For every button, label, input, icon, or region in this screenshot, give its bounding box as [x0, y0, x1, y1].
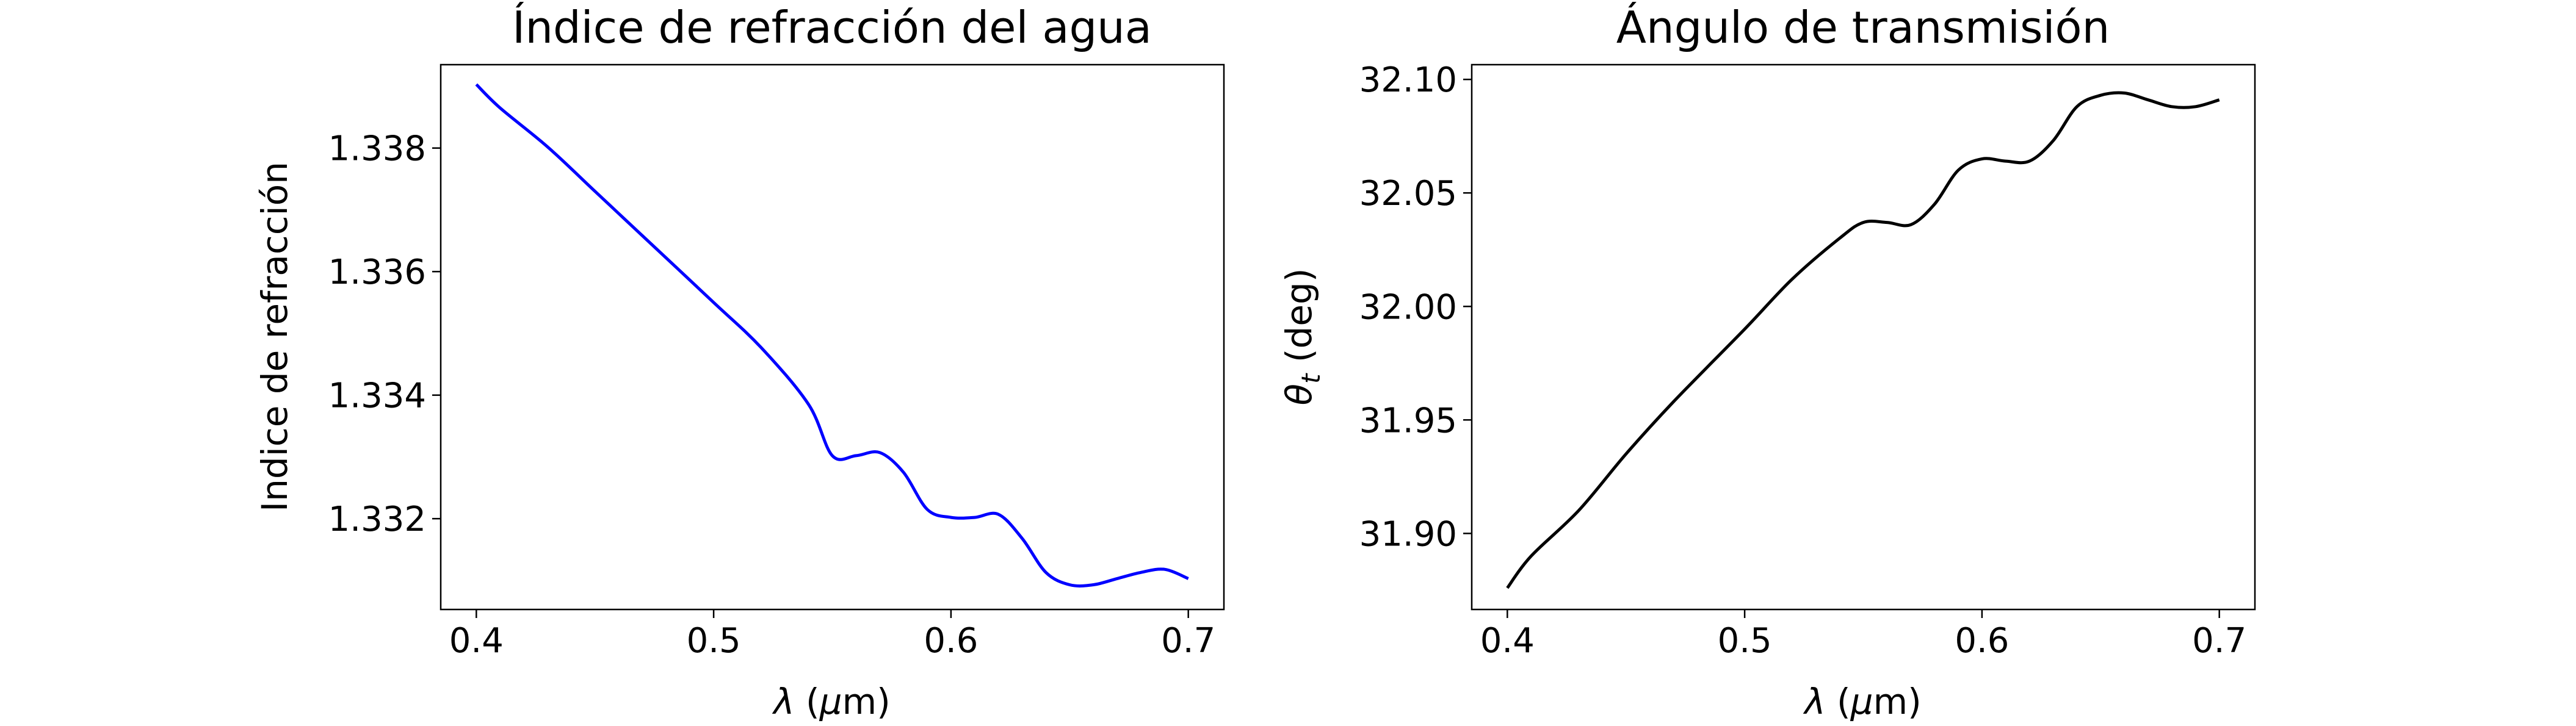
y-tick-label: 32.00 [1359, 287, 1457, 327]
y-axis-label-subscript: t [1296, 373, 1326, 384]
series-line [1506, 91, 2220, 589]
x-axis-label-unit: m) [842, 681, 891, 722]
y-axis-label: Indice de refracción [254, 162, 295, 512]
x-axis-label-symbol: λ [772, 681, 794, 722]
chart-title: Ángulo de transmisión [1616, 2, 2110, 53]
y-tick-label: 31.95 [1359, 401, 1457, 440]
x-axis-label-mu: μ [1850, 681, 1873, 722]
x-axis-label-unit: m) [1873, 681, 1922, 722]
x-axis-label-symbol: λ [1803, 681, 1825, 722]
x-tick-label: 0.7 [2192, 621, 2246, 661]
y-tick-label: 1.336 [328, 253, 426, 292]
y-tick-label: 31.90 [1359, 514, 1457, 554]
plot-area-frame [1471, 63, 2256, 611]
x-tick-label: 0.6 [924, 621, 978, 661]
x-tick-label: 0.7 [1161, 621, 1215, 661]
x-axis-label: λ (μm) [1803, 681, 1921, 722]
y-axis-label-unit: (deg) [1278, 268, 1320, 374]
chart-title: Índice de refracción del agua [512, 2, 1152, 53]
x-tick-label: 0.4 [449, 621, 504, 661]
x-tick-label: 0.5 [1718, 621, 1772, 661]
y-tick-label: 1.334 [328, 376, 426, 416]
x-axis-label-open: ( [1826, 681, 1851, 722]
x-tick-label: 0.4 [1480, 621, 1535, 661]
x-axis-label-mu: μ [819, 681, 842, 722]
y-tick-label: 32.10 [1359, 60, 1457, 100]
x-ticks: 0.4 0.5 0.6 0.7 [449, 609, 1215, 661]
y-tick-label: 1.332 [328, 500, 426, 539]
y-ticks: 31.90 31.95 32.00 32.05 32.10 [1359, 60, 1472, 554]
plot-area-frame [440, 63, 1225, 611]
x-ticks: 0.4 0.5 0.6 0.7 [1480, 609, 2246, 661]
y-ticks: 1.332 1.334 1.336 1.338 [328, 129, 441, 539]
y-axis-label: θt (deg) [1278, 268, 1326, 406]
x-axis-label: λ (μm) [772, 681, 890, 722]
y-tick-label: 1.338 [328, 129, 426, 169]
axes-refraction-index: Índice de refracción del agua 0.4 0.5 0.6 0… [254, 2, 1225, 722]
y-tick-label: 32.05 [1359, 174, 1457, 214]
x-axis-label-open: ( [795, 681, 820, 722]
series-line [475, 83, 1189, 588]
x-tick-label: 0.5 [687, 621, 741, 661]
x-tick-label: 0.6 [1955, 621, 2009, 661]
y-axis-label-symbol: θ [1278, 384, 1320, 406]
axes-transmission-angle: Ángulo de transmisión 0.4 0.5 0.6 0.7 31.90… [1278, 2, 2256, 722]
